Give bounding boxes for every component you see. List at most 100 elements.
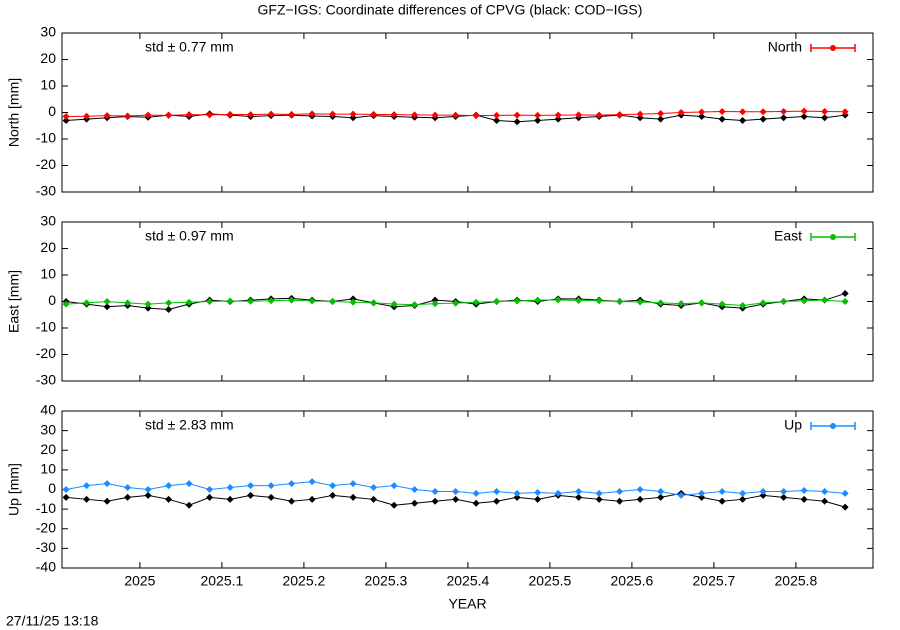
data-point bbox=[821, 114, 829, 122]
annotation: std ± 2.83 mm bbox=[145, 417, 234, 433]
data-point bbox=[698, 112, 706, 120]
data-point bbox=[698, 299, 706, 307]
data-point bbox=[780, 493, 788, 501]
data-point bbox=[431, 111, 439, 119]
data-point bbox=[349, 298, 357, 306]
annotation: std ± 0.97 mm bbox=[145, 228, 234, 244]
data-point bbox=[103, 112, 111, 120]
y-tick-label: 20 bbox=[40, 239, 56, 255]
data-point bbox=[226, 484, 234, 492]
data-point bbox=[677, 300, 685, 308]
data-point bbox=[103, 497, 111, 505]
x-tick-label: 2025.1 bbox=[200, 573, 243, 589]
data-point bbox=[739, 108, 747, 116]
data-point bbox=[759, 299, 767, 307]
data-point bbox=[308, 110, 316, 118]
data-point bbox=[841, 108, 849, 116]
data-point bbox=[534, 488, 542, 496]
data-point bbox=[411, 499, 419, 507]
data-point bbox=[206, 298, 214, 305]
data-point bbox=[636, 495, 644, 503]
data-point bbox=[165, 495, 173, 503]
legend-label: East bbox=[774, 228, 802, 244]
data-point bbox=[165, 305, 173, 313]
x-tick-label: 2025 bbox=[124, 573, 155, 589]
data-point bbox=[493, 487, 501, 495]
data-point bbox=[841, 489, 849, 497]
data-point bbox=[62, 486, 70, 493]
plot-frame bbox=[61, 410, 874, 569]
data-point bbox=[390, 300, 398, 308]
data-point bbox=[616, 487, 624, 495]
data-point bbox=[247, 482, 255, 490]
data-point bbox=[431, 487, 439, 495]
data-point bbox=[165, 299, 173, 307]
y-tick-label: 40 bbox=[40, 402, 56, 418]
data-point bbox=[595, 297, 603, 305]
data-point bbox=[206, 493, 214, 501]
data-point bbox=[247, 111, 255, 119]
data-point bbox=[739, 489, 747, 497]
plot-frame bbox=[61, 221, 874, 382]
data-point bbox=[472, 489, 480, 497]
data-point bbox=[411, 301, 419, 309]
data-point bbox=[821, 487, 829, 495]
data-point bbox=[103, 298, 111, 305]
data-point bbox=[144, 486, 152, 493]
data-point bbox=[288, 497, 296, 505]
y-tick-label: -30 bbox=[36, 183, 56, 199]
data-point bbox=[452, 299, 460, 307]
data-point bbox=[124, 484, 132, 492]
data-point bbox=[370, 299, 378, 307]
y-tick-label: 0 bbox=[48, 480, 56, 496]
data-point bbox=[698, 489, 706, 497]
data-point bbox=[226, 297, 234, 305]
data-point bbox=[288, 110, 296, 118]
data-point bbox=[554, 115, 562, 123]
y-axis-label: Up [mm] bbox=[6, 463, 22, 516]
data-point bbox=[657, 493, 665, 501]
data-point bbox=[575, 487, 583, 495]
y-tick-label: 30 bbox=[40, 24, 56, 40]
legend-label: North bbox=[768, 39, 802, 55]
data-point bbox=[759, 491, 767, 499]
data-point bbox=[472, 298, 480, 306]
data-point bbox=[841, 503, 849, 511]
data-point bbox=[83, 495, 91, 503]
data-point bbox=[267, 482, 275, 490]
y-tick-label: 10 bbox=[40, 461, 56, 477]
data-point bbox=[288, 296, 296, 304]
data-point bbox=[329, 491, 337, 499]
data-point bbox=[513, 111, 521, 119]
data-point bbox=[370, 495, 378, 503]
data-point bbox=[534, 495, 542, 503]
data-point bbox=[472, 112, 480, 120]
y-tick-label: 20 bbox=[40, 441, 56, 457]
y-tick-label: 30 bbox=[40, 213, 56, 229]
data-point bbox=[780, 114, 788, 122]
data-point bbox=[349, 493, 357, 501]
y-axis-label: North [mm] bbox=[6, 78, 22, 147]
data-point bbox=[185, 480, 193, 488]
data-point bbox=[144, 491, 152, 499]
data-point bbox=[165, 111, 173, 119]
y-tick-label: -40 bbox=[36, 559, 56, 575]
data-point bbox=[616, 497, 624, 505]
data-point bbox=[636, 298, 644, 306]
data-point bbox=[267, 110, 275, 118]
data-point bbox=[349, 480, 357, 488]
timestamp: 27/11/25 13:18 bbox=[6, 613, 99, 629]
data-point bbox=[739, 495, 747, 503]
data-point bbox=[657, 115, 665, 123]
data-point bbox=[226, 110, 234, 118]
data-point bbox=[800, 112, 808, 120]
data-point bbox=[759, 108, 767, 116]
y-tick-label: -20 bbox=[36, 519, 56, 535]
data-point bbox=[390, 111, 398, 119]
annotation: std ± 0.77 mm bbox=[145, 39, 234, 55]
data-point bbox=[554, 296, 562, 304]
data-point bbox=[698, 493, 706, 501]
data-point bbox=[657, 487, 665, 495]
data-point bbox=[349, 114, 357, 122]
data-point bbox=[390, 501, 398, 509]
